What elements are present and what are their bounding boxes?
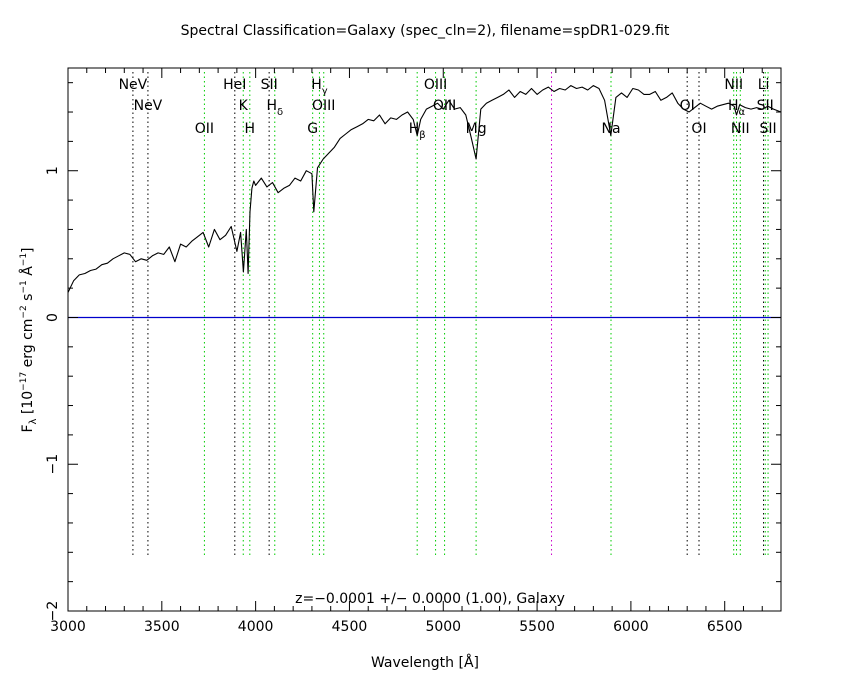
spectral-line-label: Hβ — [409, 121, 426, 141]
spectral-line-label: OIII — [433, 98, 456, 114]
spectral-line-label: K — [239, 98, 249, 114]
spectrum-line — [67, 85, 782, 293]
y-tick-label: 1 — [45, 166, 61, 175]
x-tick-label: 5000 — [425, 619, 461, 635]
spectral-line-label: SII — [261, 77, 278, 93]
redshift-annotation: z=−0.0001 +/− 0.0000 (1.00), Galaxy — [295, 591, 565, 607]
y-tick-label: 0 — [45, 313, 61, 322]
spectral-line-label: Li — [758, 77, 770, 93]
spectral-line-label: NeV — [134, 98, 163, 114]
spectral-line-label: Hα — [728, 98, 746, 118]
spectral-line-label: OIII — [424, 77, 447, 93]
x-tick-label: 5500 — [519, 619, 555, 635]
spectral-line-label: G — [307, 121, 318, 137]
spectral-line-label: OI — [691, 121, 706, 137]
spectral-line-label: H — [245, 121, 256, 137]
plot-frame — [67, 67, 782, 612]
x-tick-label: 4000 — [238, 619, 274, 635]
spectral-line-label: HeI — [223, 77, 246, 93]
x-tick-label: 3000 — [50, 619, 86, 635]
spectral-line-label: Hγ — [311, 77, 328, 97]
x-tick-label: 6500 — [707, 619, 743, 635]
spectral-line-label: Hδ — [266, 98, 283, 118]
x-tick-label: 6000 — [613, 619, 649, 635]
x-axis-label: Wavelength [Å] — [371, 654, 479, 671]
chart-title: Spectral Classification=Galaxy (spec_cln… — [181, 23, 670, 39]
spectral-line-label: OII — [195, 121, 214, 137]
y-tick-label: −1 — [45, 454, 61, 475]
x-tick-label: 3500 — [144, 619, 180, 635]
spectral-line-label: NeV — [119, 77, 148, 93]
y-tick-label: −2 — [45, 601, 61, 622]
spectral-line-label: NII — [724, 77, 743, 93]
spectral-line-label: Na — [601, 121, 620, 137]
spectral-line-label: OIII — [312, 98, 335, 114]
spectral-line-label: OI — [680, 98, 695, 114]
spectral-line-label: SII — [757, 98, 774, 114]
spectral-line-label: NII — [731, 121, 750, 137]
spectral-line-label: SII — [759, 121, 776, 137]
spectrum-layer — [67, 85, 782, 293]
x-tick-label: 4500 — [332, 619, 368, 635]
spectral-line-label: Mg — [466, 121, 487, 137]
y-axis-label: Fλ [10−17 erg cm−2 s−1 Å−1] — [19, 247, 39, 432]
